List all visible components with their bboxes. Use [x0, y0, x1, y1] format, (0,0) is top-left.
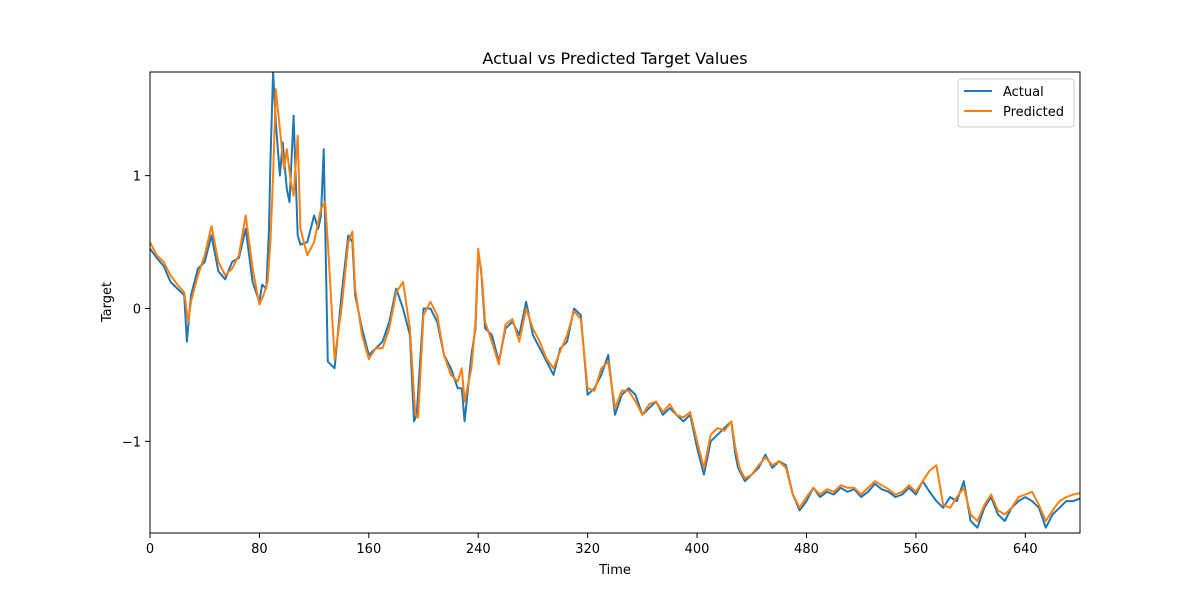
x-tick-label: 240: [466, 542, 491, 557]
series-line-actual: [150, 72, 1080, 529]
x-tick-label: 160: [356, 542, 381, 557]
legend-label-predicted: Predicted: [1003, 105, 1064, 120]
y-axis-ticks: 1 0 −1: [122, 170, 150, 450]
plot-frame: [149, 71, 1081, 534]
series-line-predicted: [150, 88, 1080, 522]
legend-label-actual: Actual: [1003, 85, 1044, 100]
x-tick-label: 400: [685, 542, 710, 557]
x-tick-label: 0: [146, 542, 154, 557]
x-axis-label: Time: [598, 563, 631, 578]
x-axis-ticks: 0 80 160 240 320 400 480 560 640: [146, 533, 1038, 557]
x-tick-label: 480: [794, 542, 819, 557]
y-axis-label: Target: [100, 282, 115, 323]
x-tick-label: 320: [575, 542, 600, 557]
x-tick-label: 640: [1013, 542, 1038, 557]
y-tick-label: 1: [133, 170, 141, 185]
legend: Actual Predicted: [957, 78, 1075, 128]
x-tick-label: 560: [903, 542, 928, 557]
chart-title: Actual vs Predicted Target Values: [482, 49, 747, 68]
x-tick-label: 80: [251, 542, 268, 557]
series-layer: [150, 72, 1080, 529]
y-tick-label: −1: [122, 435, 141, 450]
y-tick-label: 0: [133, 302, 141, 317]
